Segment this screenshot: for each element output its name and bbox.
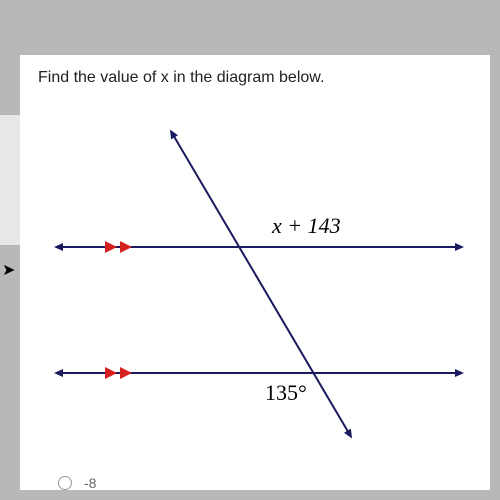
worksheet-page: Find the value of x in the diagram below… — [20, 55, 490, 490]
question-prompt: Find the value of x in the diagram below… — [38, 69, 324, 87]
diagram-svg — [50, 115, 470, 445]
radio-icon[interactable] — [58, 476, 72, 490]
cursor-glyph: ➤ — [2, 260, 15, 280]
answer-option-row[interactable]: -8 — [58, 475, 96, 491]
answer-option-text: -8 — [84, 475, 96, 491]
angle-label-upper: x + 143 — [272, 213, 341, 239]
sidebar-strip — [0, 115, 20, 245]
transversal-line — [172, 133, 350, 435]
angle-label-lower: 135° — [265, 380, 307, 406]
geometry-diagram: x + 143 135° — [50, 115, 470, 445]
